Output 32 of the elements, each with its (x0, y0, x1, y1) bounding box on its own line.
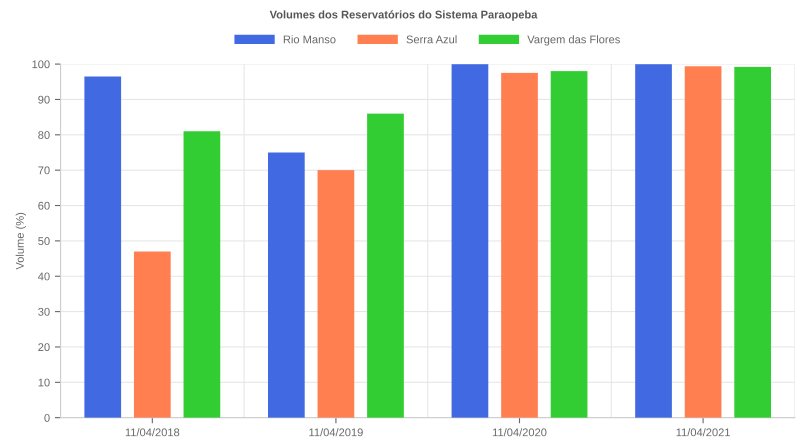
chart-title: Volumes dos Reservatórios do Sistema Paraopeba (270, 10, 538, 21)
y-tick-label: 90 (38, 96, 50, 104)
bar (501, 72, 538, 418)
y-tick-label: 30 (38, 308, 50, 316)
y-tick-label: 70 (38, 166, 50, 174)
y-tick-label: 0 (44, 414, 50, 422)
bar (367, 114, 404, 418)
y-tick-label: 10 (38, 378, 50, 386)
bar (684, 66, 722, 418)
bar (635, 64, 672, 418)
x-tick-label: 11/04/2019 (309, 428, 363, 436)
y-tick-label: 20 (38, 343, 50, 352)
x-tick-label: 11/04/2018 (126, 428, 180, 436)
legend-label: Serra Azul (406, 35, 457, 44)
bar (452, 64, 488, 418)
y-tick-label: 40 (38, 272, 50, 280)
bar (134, 252, 171, 418)
bar (184, 131, 220, 418)
y-tick-label: 50 (38, 237, 50, 246)
legend-label: Rio Manso (284, 35, 336, 44)
bar (84, 76, 122, 418)
y-axis-title: Volume (%) (16, 212, 26, 270)
y-tick-label: 60 (38, 202, 50, 210)
y-tick-label: 100 (32, 60, 50, 68)
bar (318, 170, 354, 418)
y-tick-label: 80 (38, 131, 50, 139)
bar (268, 152, 305, 418)
x-tick-label: 11/04/2021 (676, 428, 730, 436)
bar (734, 66, 772, 418)
legend-label: Vargem das Flores (527, 35, 620, 46)
x-tick-label: 11/04/2020 (492, 428, 546, 436)
bar (550, 71, 588, 418)
